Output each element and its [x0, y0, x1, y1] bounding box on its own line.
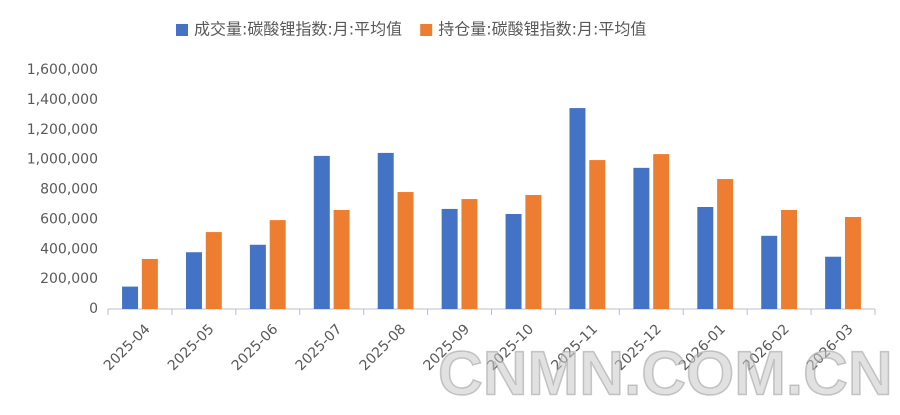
- bar: [844, 216, 861, 309]
- bar: [205, 232, 222, 309]
- bar: [141, 258, 158, 309]
- y-tick-label: 1,200,000: [27, 122, 98, 138]
- bar: [461, 199, 478, 309]
- bar: [249, 244, 266, 309]
- bar: [313, 155, 330, 309]
- y-tick-label: 1,000,000: [27, 152, 98, 168]
- legend-swatch: [176, 24, 188, 36]
- bar: [333, 209, 350, 309]
- bar: [377, 152, 394, 309]
- bar: [589, 160, 606, 309]
- bar: [781, 209, 798, 309]
- bar: [697, 206, 714, 309]
- bar: [653, 154, 670, 309]
- y-tick-label: 800,000: [40, 182, 98, 198]
- y-tick-label: 600,000: [40, 211, 98, 227]
- bar: [269, 220, 286, 309]
- bar: [441, 208, 458, 309]
- bar: [397, 192, 414, 309]
- bar: [122, 286, 139, 309]
- bar: [717, 179, 734, 309]
- y-tick-label: 1,400,000: [27, 92, 98, 108]
- bar: [825, 256, 842, 309]
- watermark: CNMN.COM.CN: [438, 339, 893, 408]
- bar: [525, 195, 542, 309]
- y-tick-label: 0: [89, 301, 98, 317]
- legend-label: 持仓量:碳酸锂指数:月:平均值: [438, 20, 646, 39]
- legend-label: 成交量:碳酸锂指数:月:平均值: [194, 20, 402, 39]
- y-tick-label: 200,000: [40, 271, 98, 287]
- y-tick-label: 400,000: [40, 241, 98, 257]
- bar: [569, 108, 586, 309]
- bar: [505, 213, 522, 309]
- y-tick-label: 1,600,000: [27, 62, 98, 78]
- bar: [761, 235, 778, 309]
- bar: [633, 167, 650, 309]
- bar: [185, 252, 202, 309]
- legend-swatch: [420, 24, 433, 36]
